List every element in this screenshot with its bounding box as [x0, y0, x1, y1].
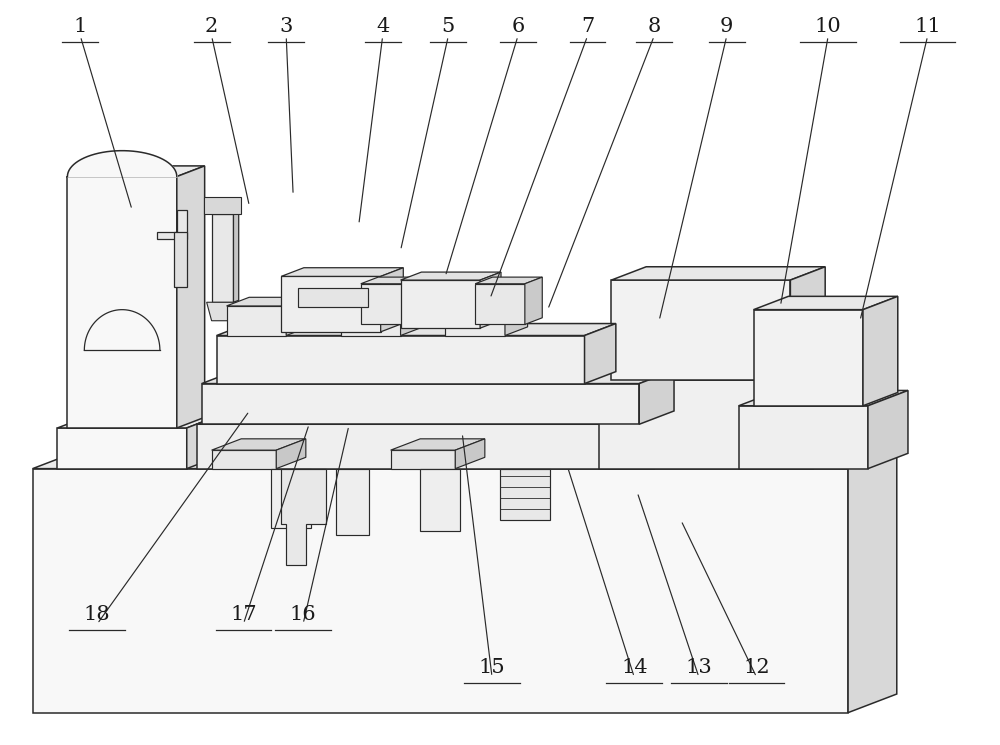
Polygon shape — [276, 439, 306, 469]
Polygon shape — [33, 469, 848, 713]
Polygon shape — [868, 390, 908, 469]
Polygon shape — [197, 424, 654, 469]
Text: 11: 11 — [914, 17, 941, 36]
Polygon shape — [212, 212, 239, 214]
Text: 10: 10 — [815, 17, 842, 36]
Polygon shape — [525, 277, 542, 324]
Polygon shape — [361, 284, 406, 324]
Polygon shape — [233, 212, 239, 302]
Polygon shape — [505, 297, 528, 335]
Polygon shape — [401, 297, 423, 335]
Text: 8: 8 — [648, 17, 661, 36]
Polygon shape — [271, 469, 311, 527]
Polygon shape — [391, 450, 455, 469]
Text: 12: 12 — [743, 658, 770, 677]
Polygon shape — [754, 297, 898, 310]
Polygon shape — [420, 469, 460, 531]
Text: 4: 4 — [376, 17, 389, 36]
Text: 13: 13 — [686, 658, 712, 677]
Polygon shape — [212, 214, 233, 302]
Polygon shape — [406, 277, 423, 324]
Polygon shape — [67, 177, 177, 428]
Polygon shape — [500, 469, 550, 521]
Polygon shape — [475, 284, 525, 324]
Polygon shape — [475, 277, 542, 284]
Polygon shape — [217, 335, 585, 384]
Text: 9: 9 — [720, 17, 733, 36]
Polygon shape — [341, 306, 401, 335]
Polygon shape — [611, 267, 825, 280]
Text: 16: 16 — [290, 605, 316, 624]
Polygon shape — [227, 297, 309, 306]
Polygon shape — [212, 439, 306, 450]
Text: 17: 17 — [230, 605, 257, 624]
Polygon shape — [611, 280, 790, 380]
Polygon shape — [67, 166, 205, 177]
Polygon shape — [177, 166, 205, 428]
Polygon shape — [739, 406, 868, 469]
Polygon shape — [445, 297, 528, 306]
Polygon shape — [202, 384, 639, 424]
Polygon shape — [157, 210, 187, 239]
Polygon shape — [599, 364, 855, 380]
Text: 14: 14 — [621, 658, 648, 677]
Polygon shape — [336, 469, 369, 535]
Polygon shape — [217, 323, 616, 335]
Polygon shape — [639, 370, 674, 424]
Polygon shape — [281, 267, 403, 276]
Polygon shape — [281, 469, 326, 565]
Polygon shape — [202, 370, 674, 384]
Polygon shape — [33, 450, 897, 469]
Polygon shape — [401, 272, 501, 280]
Polygon shape — [445, 306, 505, 335]
Polygon shape — [654, 410, 692, 469]
Polygon shape — [361, 277, 423, 284]
Polygon shape — [341, 297, 423, 306]
Polygon shape — [599, 380, 813, 469]
Polygon shape — [480, 272, 501, 328]
Polygon shape — [204, 197, 241, 214]
Polygon shape — [391, 439, 485, 450]
Polygon shape — [401, 280, 480, 328]
Polygon shape — [298, 288, 368, 307]
Polygon shape — [207, 302, 238, 321]
Text: 3: 3 — [280, 17, 293, 36]
Polygon shape — [197, 410, 692, 424]
Text: 18: 18 — [84, 605, 111, 624]
Text: 6: 6 — [511, 17, 525, 36]
Polygon shape — [227, 306, 286, 335]
Polygon shape — [281, 276, 381, 332]
Polygon shape — [174, 232, 187, 288]
Text: 7: 7 — [581, 17, 594, 36]
Polygon shape — [455, 439, 485, 469]
Polygon shape — [754, 310, 863, 406]
Polygon shape — [739, 390, 908, 406]
Polygon shape — [813, 364, 855, 469]
Polygon shape — [57, 415, 220, 428]
Polygon shape — [790, 267, 825, 380]
Polygon shape — [57, 428, 187, 469]
Text: 1: 1 — [74, 17, 87, 36]
Text: 2: 2 — [205, 17, 218, 36]
Polygon shape — [863, 297, 898, 406]
Polygon shape — [187, 415, 220, 469]
Polygon shape — [848, 450, 897, 713]
Text: 5: 5 — [442, 17, 455, 36]
Polygon shape — [585, 323, 616, 384]
Polygon shape — [381, 267, 403, 332]
Polygon shape — [286, 297, 309, 335]
Polygon shape — [212, 450, 276, 469]
Text: 15: 15 — [479, 658, 505, 677]
